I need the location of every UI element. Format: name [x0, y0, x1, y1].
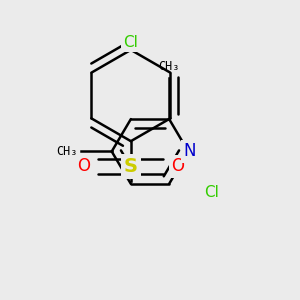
Text: Cl: Cl	[123, 35, 138, 50]
Text: CH₃: CH₃	[158, 60, 180, 74]
Text: N: N	[184, 142, 196, 160]
Text: CH₃: CH₃	[56, 145, 78, 158]
Text: O: O	[77, 157, 90, 175]
Text: Cl: Cl	[205, 185, 219, 200]
Text: S: S	[124, 157, 138, 176]
Text: O: O	[172, 157, 184, 175]
